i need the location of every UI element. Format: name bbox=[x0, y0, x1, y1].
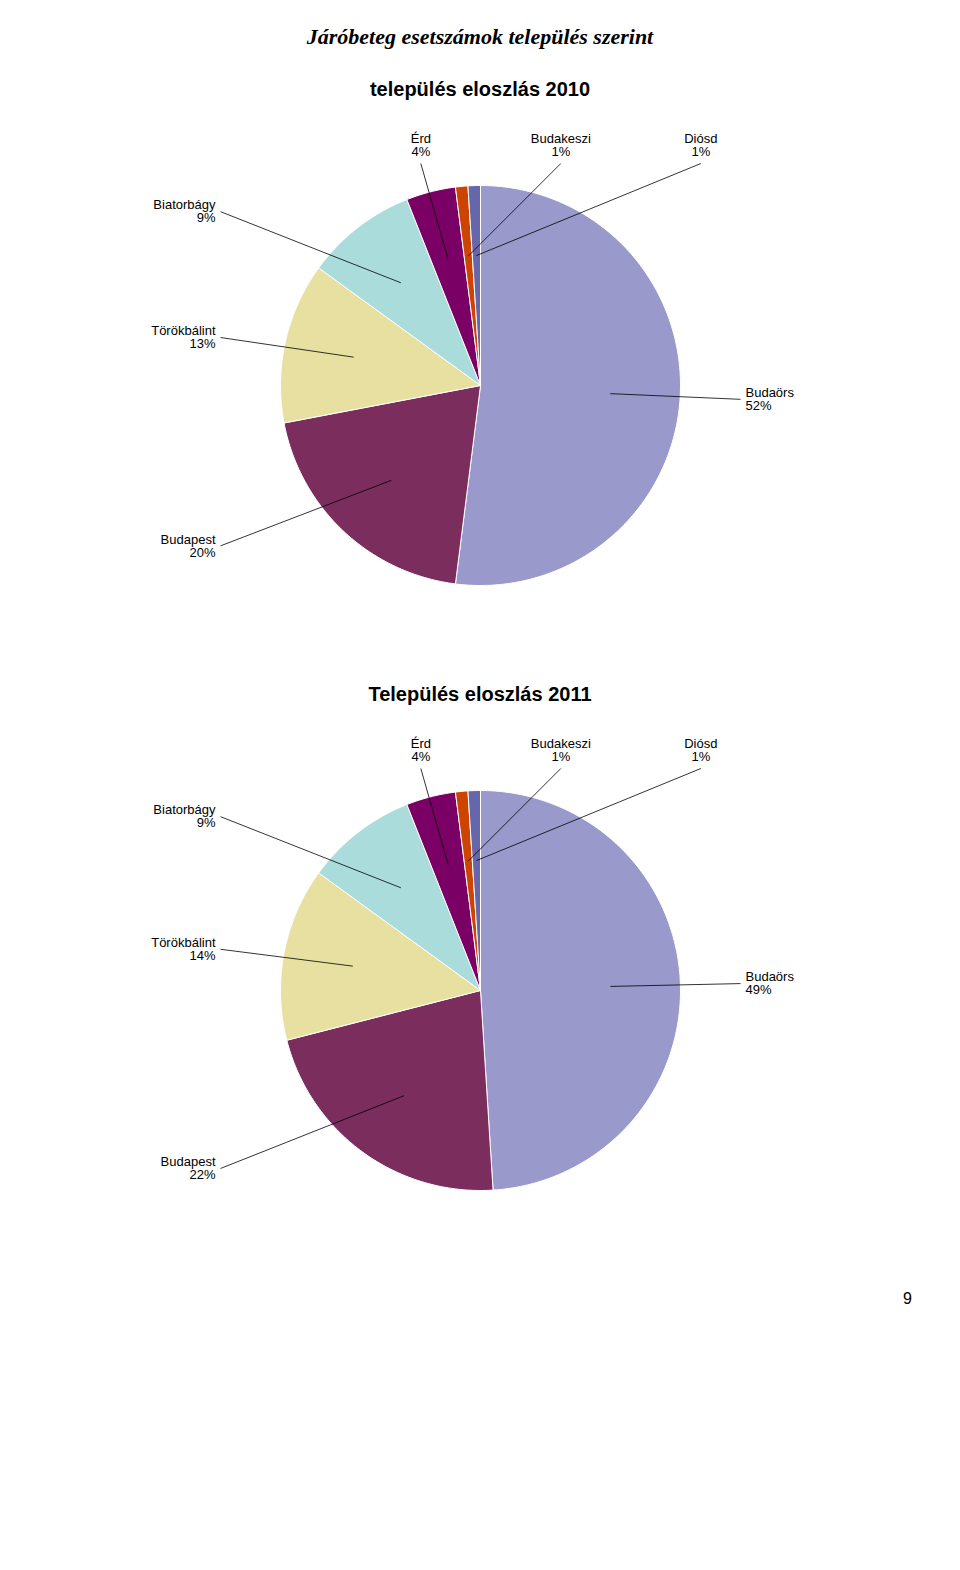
svg-text:Biatorbágy9%: Biatorbágy9% bbox=[153, 802, 216, 830]
svg-text:Budapest20%: Budapest20% bbox=[161, 532, 216, 560]
svg-text:Diósd1%: Diósd1% bbox=[684, 131, 717, 159]
svg-text:Törökbálint13%: Törökbálint13% bbox=[151, 323, 216, 351]
svg-text:Érd4%: Érd4% bbox=[411, 736, 431, 764]
html-text:település eloszlás 2010: település eloszlás 2010 bbox=[369, 78, 591, 100]
svg-text:Diósd1%: Diósd1% bbox=[684, 736, 717, 764]
svg-text:Érd4%: Érd4% bbox=[411, 131, 431, 159]
svg-text:Budakeszi1%: Budakeszi1% bbox=[531, 736, 591, 764]
svg-text:Budaörs49%: Budaörs49% bbox=[746, 969, 795, 997]
svg-text:Törökbálint14%: Törökbálint14% bbox=[151, 935, 216, 963]
svg-text:Biatorbágy9%: Biatorbágy9% bbox=[153, 197, 216, 225]
svg-text:Budakeszi1%: Budakeszi1% bbox=[531, 131, 591, 159]
svg-text:Budaörs52%: Budaörs52% bbox=[746, 385, 795, 413]
svg-text:Budapest22%: Budapest22% bbox=[161, 1154, 216, 1182]
html-text:Település eloszlás 2011: Település eloszlás 2011 bbox=[368, 683, 592, 705]
html-text:9: 9 bbox=[903, 1290, 912, 1307]
html-text:Járóbeteg esetszámok település: Járóbeteg esetszámok település szerint bbox=[306, 24, 654, 49]
